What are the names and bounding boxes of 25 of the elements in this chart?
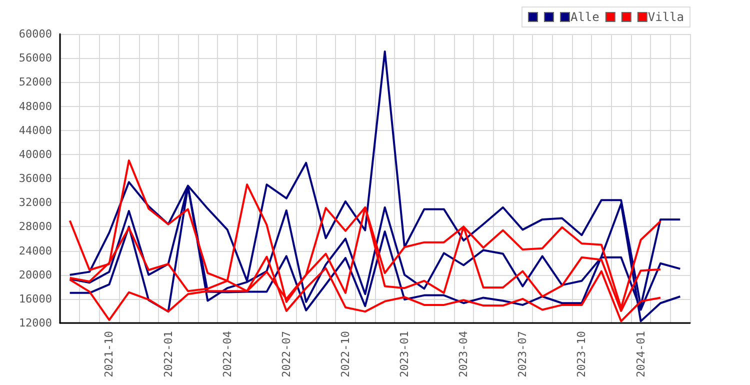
legend-label: Alle [570,10,600,24]
x-tick-label: 2022-07 [280,331,293,378]
y-tick-label: 60000 [18,28,52,40]
y-tick-label: 28000 [18,220,52,234]
x-tick-label: 2022-04 [220,330,234,378]
y-tick-label: 12000 [18,316,52,330]
x-tick-label: 2023-01 [398,331,412,378]
x-tick-label: 2022-10 [338,331,352,378]
y-tick-label: 36000 [18,172,52,185]
y-tick-label: 32000 [18,196,52,210]
legend-label: Villa [648,10,684,24]
y-tick-label: 56000 [18,52,52,65]
y-tick-label: 48000 [18,100,52,113]
y-tick-label: 16000 [18,292,52,306]
x-tick-label: 2023-10 [575,331,588,378]
y-tick-label: 52000 [18,76,52,89]
x-tick-label: 2023-04 [457,330,470,378]
y-tick-label: 40000 [18,148,52,161]
y-tick-label: 44000 [18,124,52,137]
x-tick-label: 2022-01 [162,331,175,378]
x-tick-label: 2024-01 [634,331,648,378]
y-tick-label: 24000 [18,244,52,258]
x-tick-label: 2023-07 [516,331,530,378]
y-tick-label: 20000 [18,268,52,282]
x-tick-label: 2021-10 [102,331,116,378]
